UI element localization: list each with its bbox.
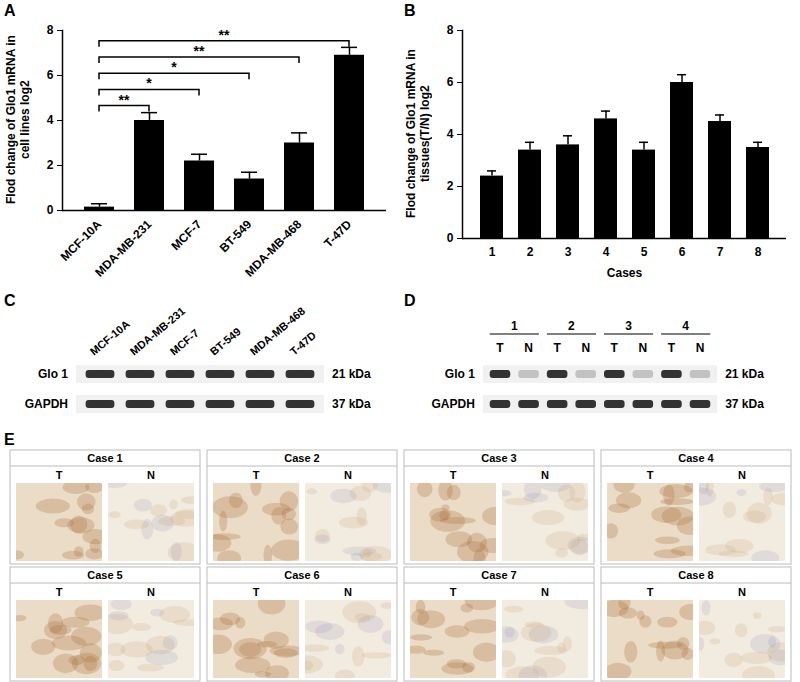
- svg-text:MCF-7: MCF-7: [168, 327, 201, 358]
- svg-text:T: T: [56, 586, 63, 598]
- svg-text:T: T: [253, 586, 260, 598]
- html-text:B: B: [404, 2, 416, 19]
- svg-text:8: 8: [755, 245, 762, 259]
- svg-text:37 kDa: 37 kDa: [725, 397, 764, 411]
- svg-text:5: 5: [641, 245, 648, 259]
- svg-text:T-47D: T-47D: [288, 329, 319, 357]
- svg-text:2: 2: [527, 245, 534, 259]
- html-text:Flod change of Glo1 mRNA in ti: Flod change of Glo1 mRNA in tissues(T/N)…: [404, 49, 432, 219]
- svg-text:Glo 1: Glo 1: [38, 367, 68, 381]
- svg-text:T: T: [56, 469, 63, 481]
- svg-text:T: T: [611, 341, 619, 355]
- svg-text:MCF-10A: MCF-10A: [88, 318, 132, 358]
- svg-text:N: N: [738, 586, 746, 598]
- svg-text:N: N: [639, 341, 648, 355]
- svg-text:1: 1: [511, 319, 518, 333]
- svg-text:*: *: [171, 59, 177, 75]
- svg-text:N: N: [344, 469, 352, 481]
- svg-text:N: N: [696, 341, 705, 355]
- svg-text:2: 2: [47, 158, 54, 172]
- svg-text:**: **: [219, 27, 230, 43]
- svg-text:**: **: [194, 43, 205, 59]
- svg-text:BT-549: BT-549: [208, 325, 243, 357]
- svg-text:4: 4: [447, 127, 454, 141]
- svg-text:0: 0: [47, 203, 54, 217]
- svg-text:T: T: [553, 341, 561, 355]
- svg-text:6: 6: [679, 245, 686, 259]
- svg-text:MDA-MB-231: MDA-MB-231: [127, 304, 188, 358]
- svg-text:4: 4: [603, 245, 610, 259]
- svg-text:Case 7: Case 7: [481, 569, 516, 581]
- svg-text:Case 4: Case 4: [678, 452, 714, 464]
- svg-text:1: 1: [489, 245, 496, 259]
- svg-text:21 kDa: 21 kDa: [725, 367, 764, 381]
- svg-text:37 kDa: 37 kDa: [332, 397, 371, 411]
- svg-text:Case 1: Case 1: [87, 452, 122, 464]
- svg-text:T: T: [647, 469, 654, 481]
- svg-text:Cases: Cases: [607, 266, 643, 280]
- svg-text:T: T: [647, 586, 654, 598]
- html-text:A: A: [4, 2, 16, 19]
- svg-text:21 kDa: 21 kDa: [332, 367, 371, 381]
- svg-text:2: 2: [447, 179, 454, 193]
- svg-text:N: N: [524, 341, 533, 355]
- svg-text:N: N: [147, 586, 155, 598]
- svg-text:4: 4: [47, 113, 54, 127]
- svg-text:2: 2: [568, 319, 575, 333]
- svg-text:MDA-MB-231: MDA-MB-231: [92, 217, 154, 279]
- svg-text:T: T: [450, 586, 457, 598]
- svg-text:4: 4: [682, 319, 689, 333]
- svg-text:C: C: [4, 292, 16, 309]
- svg-text:GAPDH: GAPDH: [25, 397, 68, 411]
- svg-text:8: 8: [47, 23, 54, 37]
- svg-text:*: *: [146, 75, 152, 91]
- svg-text:N: N: [738, 469, 746, 481]
- svg-text:E: E: [4, 431, 15, 448]
- svg-text:N: N: [147, 469, 155, 481]
- svg-text:MCF-10A: MCF-10A: [58, 217, 105, 264]
- svg-text:T: T: [450, 469, 457, 481]
- svg-text:D: D: [404, 292, 416, 309]
- svg-text:Glo 1: Glo 1: [445, 367, 475, 381]
- svg-text:Case 5: Case 5: [87, 569, 122, 581]
- svg-text:BT-549: BT-549: [217, 217, 255, 255]
- svg-text:MDA-MB-468: MDA-MB-468: [242, 217, 304, 279]
- svg-text:MDA-MB-468: MDA-MB-468: [247, 304, 308, 358]
- html-text:Flod change of Glo1 mRNA in ce: Flod change of Glo1 mRNA in cell lines l…: [4, 35, 32, 205]
- svg-text:MCF-7: MCF-7: [169, 217, 205, 253]
- svg-text:0: 0: [447, 231, 454, 245]
- svg-text:**: **: [119, 92, 130, 108]
- svg-text:7: 7: [717, 245, 724, 259]
- svg-text:8: 8: [447, 23, 454, 37]
- svg-text:3: 3: [565, 245, 572, 259]
- svg-text:3: 3: [625, 319, 632, 333]
- svg-text:6: 6: [447, 75, 454, 89]
- svg-text:Case 2: Case 2: [284, 452, 319, 464]
- svg-text:GAPDH: GAPDH: [432, 397, 475, 411]
- svg-text:T-47D: T-47D: [321, 217, 354, 250]
- svg-text:T: T: [668, 341, 676, 355]
- svg-text:T: T: [496, 341, 504, 355]
- svg-text:Case 3: Case 3: [481, 452, 516, 464]
- svg-text:N: N: [581, 341, 590, 355]
- svg-text:N: N: [344, 586, 352, 598]
- svg-text:Case 8: Case 8: [678, 569, 713, 581]
- svg-text:Case 6: Case 6: [284, 569, 319, 581]
- svg-text:T: T: [253, 469, 260, 481]
- svg-text:6: 6: [47, 68, 54, 82]
- svg-text:N: N: [541, 469, 549, 481]
- svg-text:N: N: [541, 586, 549, 598]
